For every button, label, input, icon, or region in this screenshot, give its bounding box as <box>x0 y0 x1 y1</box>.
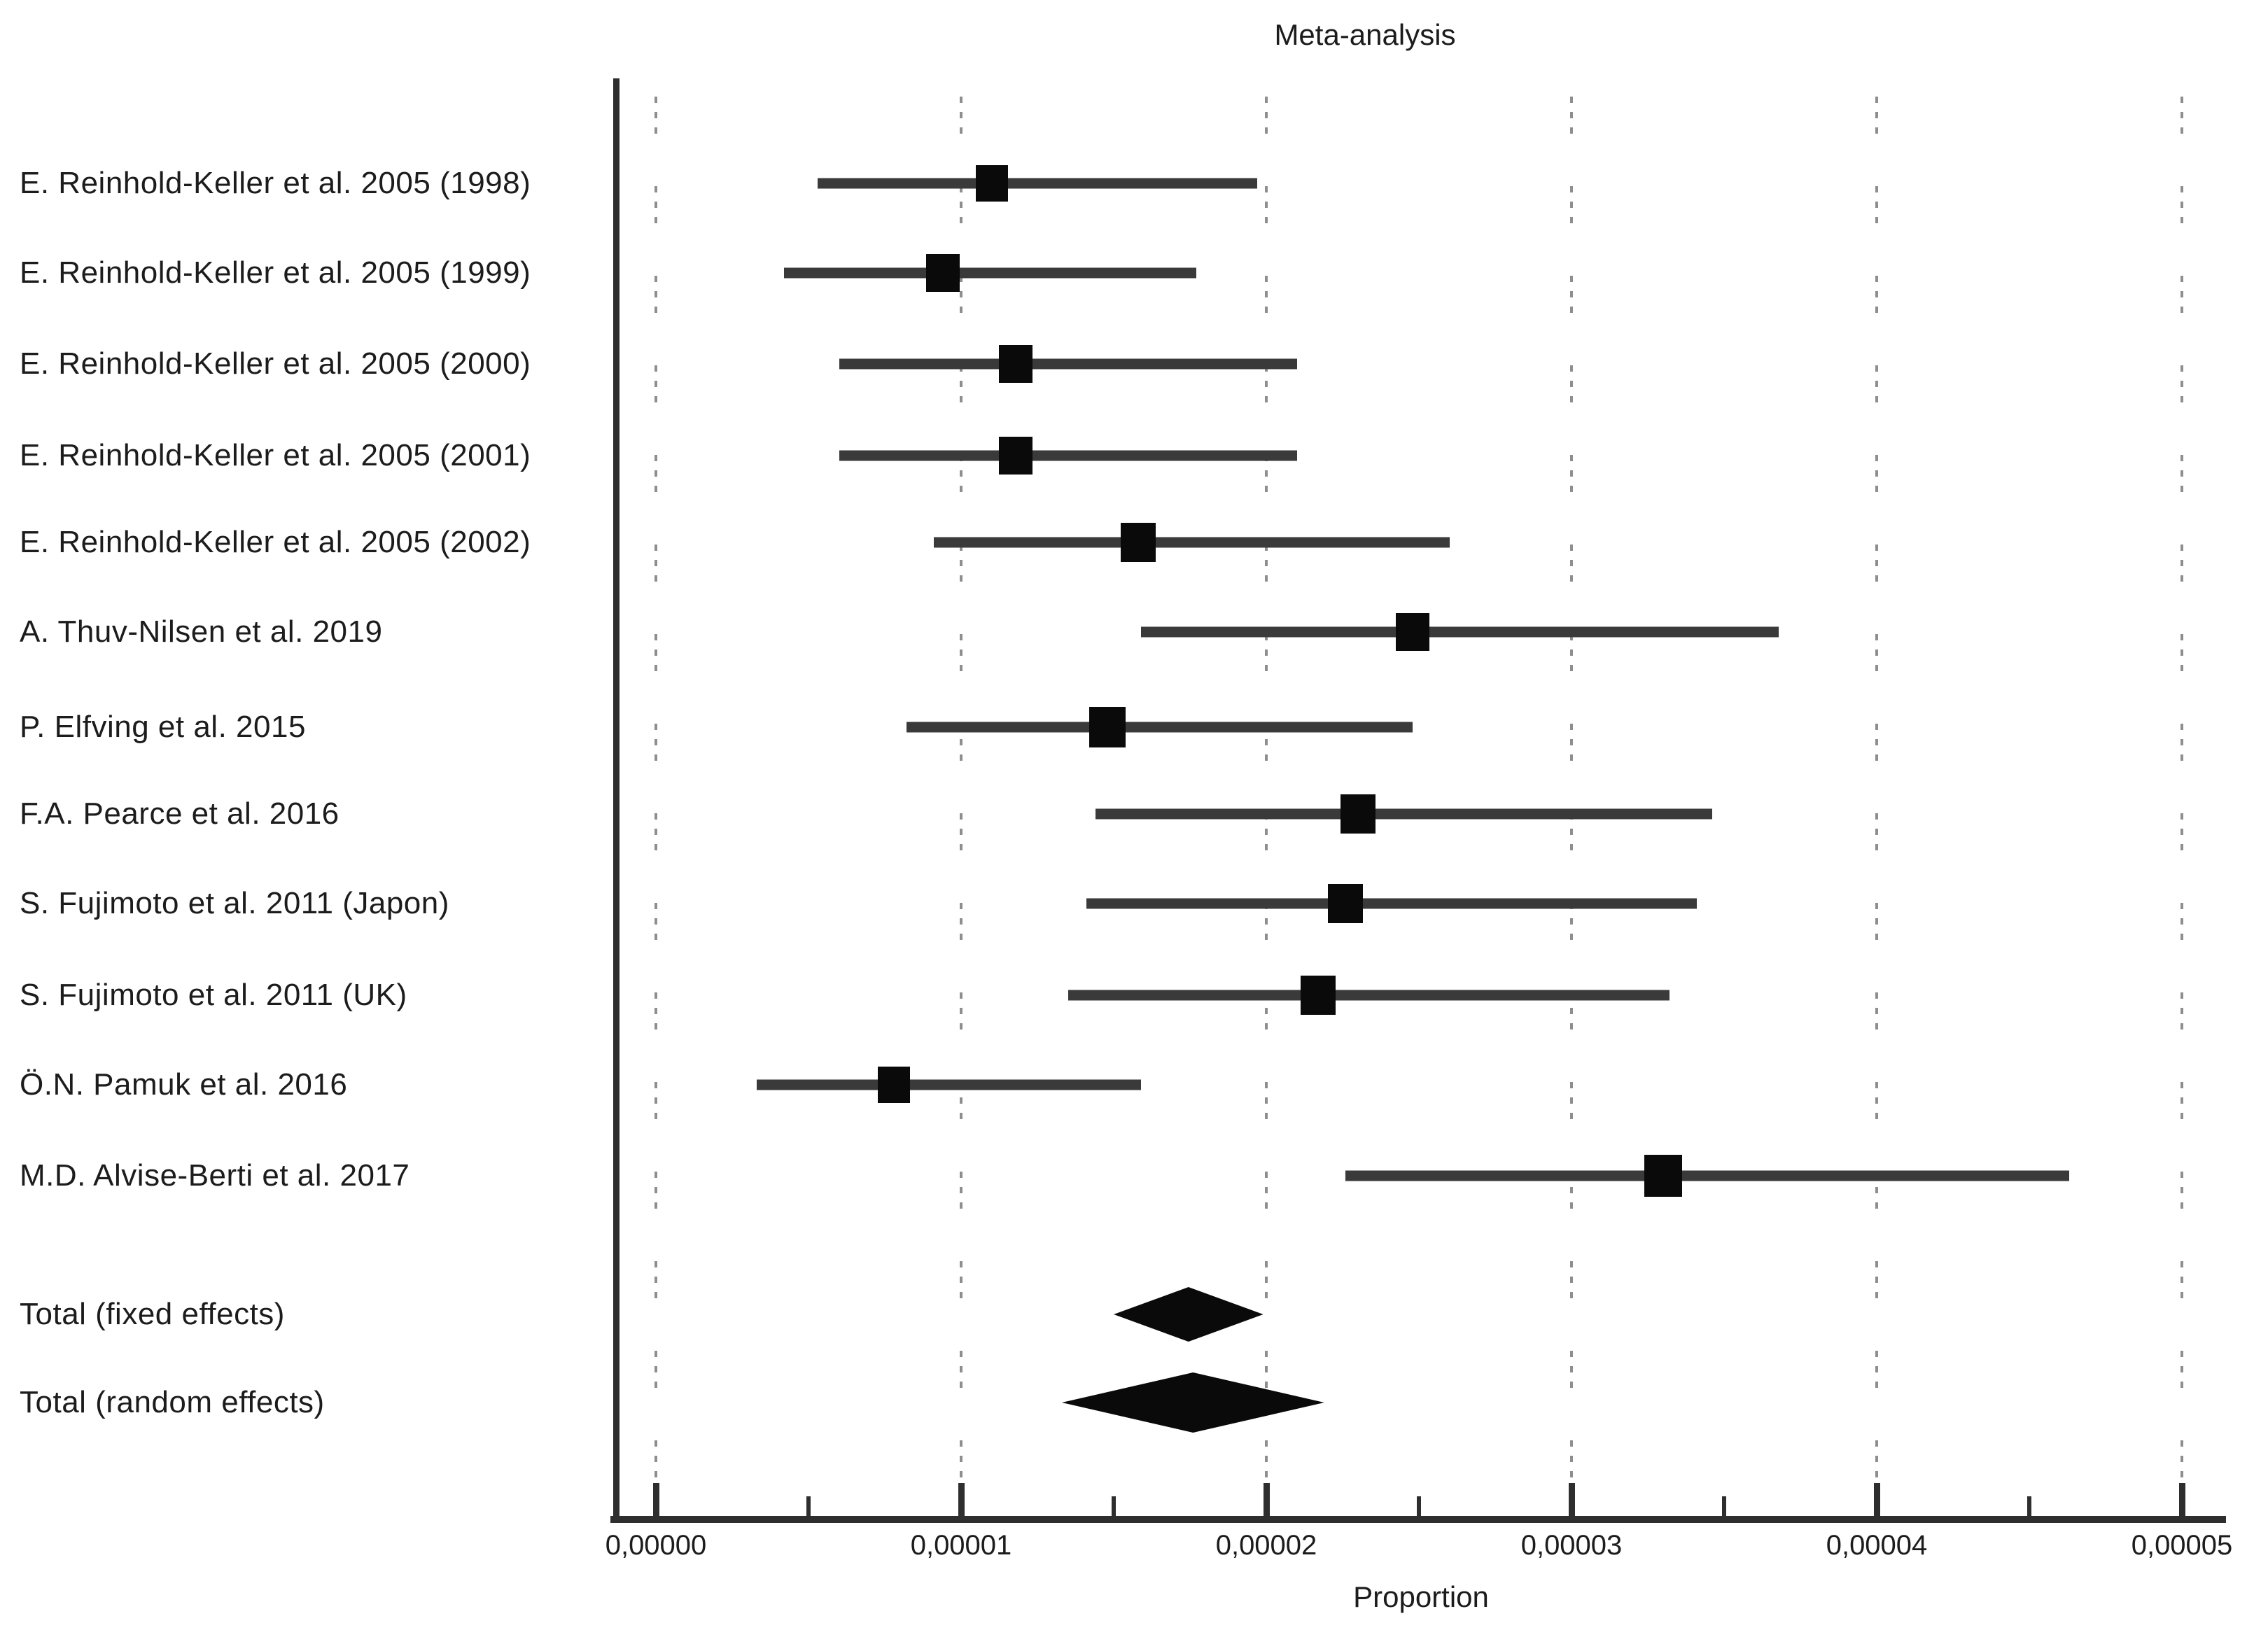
x-axis-minor-tick <box>806 1496 811 1516</box>
point-estimate-marker <box>1301 976 1336 1015</box>
point-estimate-marker <box>1120 523 1156 562</box>
confidence-interval-bar <box>1086 898 1697 909</box>
confidence-interval-bar <box>839 450 1297 461</box>
confidence-interval-bar <box>784 267 1196 279</box>
point-estimate-marker <box>1328 884 1364 923</box>
point-estimate-marker <box>1396 613 1430 651</box>
vertical-gridline <box>960 97 962 1516</box>
confidence-interval-bar <box>933 537 1450 548</box>
study-label: M.D. Alvise-Berti et al. 2017 <box>20 1158 410 1193</box>
x-axis-tick-label: 0,00001 <box>910 1530 1012 1561</box>
x-axis-minor-tick <box>1722 1496 1726 1516</box>
x-axis-title: Proportion <box>1353 1580 1489 1613</box>
total-label: Total (random effects) <box>20 1385 325 1419</box>
vertical-gridline <box>2180 97 2183 1516</box>
x-axis-major-tick <box>1568 1483 1575 1516</box>
x-axis-major-tick <box>652 1483 659 1516</box>
y-axis-line <box>613 78 620 1523</box>
study-label: S. Fujimoto et al. 2011 (Japon) <box>20 886 449 920</box>
x-axis-minor-tick <box>2027 1496 2031 1516</box>
study-label: E. Reinhold-Keller et al. 2005 (2000) <box>20 346 531 381</box>
confidence-interval-bar <box>1345 1170 2069 1181</box>
study-label: A. Thuv-Nilsen et al. 2019 <box>20 614 383 649</box>
confidence-interval-bar <box>1095 808 1712 820</box>
x-axis-major-tick <box>2178 1483 2185 1516</box>
chart-title: Meta-analysis <box>1274 18 1456 51</box>
x-axis-major-tick <box>1263 1483 1270 1516</box>
pooled-estimate-diamond <box>1114 1287 1264 1342</box>
confidence-interval-bar <box>1068 990 1670 1001</box>
point-estimate-marker <box>999 437 1033 475</box>
confidence-interval-bar <box>756 1079 1142 1090</box>
vertical-gridline <box>1875 97 1878 1516</box>
study-label: F.A. Pearce et al. 2016 <box>20 796 340 831</box>
study-label: P. Elfving et al. 2015 <box>20 710 306 744</box>
total-label: Total (fixed effects) <box>20 1297 285 1331</box>
study-label: E. Reinhold-Keller et al. 2005 (2001) <box>20 438 531 472</box>
x-axis-tick-label: 0,00005 <box>2131 1530 2233 1561</box>
x-axis-tick-label: 0,00002 <box>1215 1530 1317 1561</box>
confidence-interval-bar <box>906 722 1413 733</box>
confidence-interval-bar <box>1141 626 1779 638</box>
vertical-gridline <box>1570 97 1573 1516</box>
pooled-estimate-diamond <box>1061 1372 1324 1433</box>
point-estimate-marker <box>999 345 1033 383</box>
vertical-gridline <box>654 97 657 1516</box>
x-axis-minor-tick <box>1417 1496 1421 1516</box>
point-estimate-marker <box>1089 707 1126 747</box>
point-estimate-marker <box>925 254 960 292</box>
x-axis-tick-label: 0,00004 <box>1826 1530 1928 1561</box>
point-estimate-marker <box>1644 1155 1682 1197</box>
study-label: E. Reinhold-Keller et al. 2005 (1999) <box>20 255 531 290</box>
study-label: S. Fujimoto et al. 2011 (UK) <box>20 978 407 1012</box>
study-label: Ö.N. Pamuk et al. 2016 <box>20 1067 348 1102</box>
study-label: E. Reinhold-Keller et al. 2005 (1998) <box>20 166 531 200</box>
x-axis-major-tick <box>958 1483 965 1516</box>
point-estimate-marker <box>1340 794 1376 834</box>
point-estimate-marker <box>878 1067 911 1103</box>
x-axis-tick-label: 0,00000 <box>605 1530 707 1561</box>
vertical-gridline <box>1265 97 1268 1516</box>
confidence-interval-bar <box>818 178 1257 189</box>
x-axis-major-tick <box>1873 1483 1880 1516</box>
x-axis-minor-tick <box>1112 1496 1116 1516</box>
x-axis-line <box>610 1516 2226 1523</box>
confidence-interval-bar <box>839 358 1297 370</box>
study-label: E. Reinhold-Keller et al. 2005 (2002) <box>20 525 531 559</box>
point-estimate-marker <box>975 165 1008 202</box>
x-axis-tick-label: 0,00003 <box>1520 1530 1623 1561</box>
